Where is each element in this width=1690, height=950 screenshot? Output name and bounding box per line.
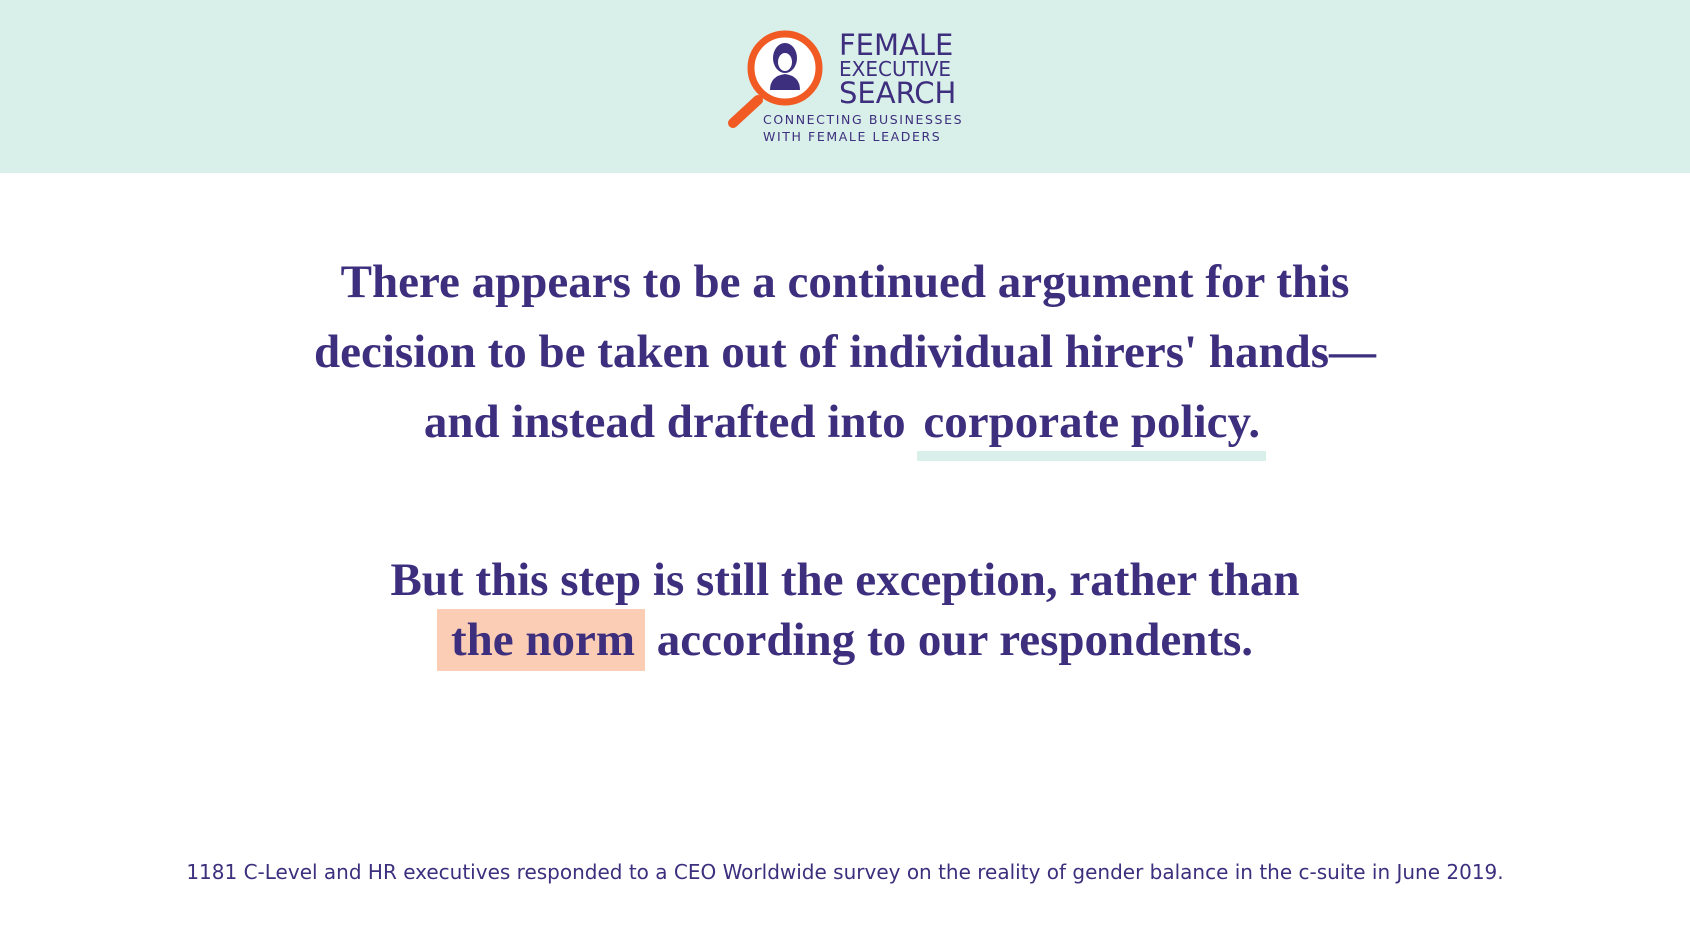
logo-handle: [728, 95, 763, 128]
quote-line: There appears to be a continued argument…: [340, 256, 1350, 308]
header: FEMALE EXECUTIVE SEARCH CONNECTING BUSIN…: [0, 0, 1690, 173]
logo-person-body: [770, 74, 800, 90]
quote-text: and instead drafted into: [423, 396, 906, 448]
highlighted-text: the norm: [436, 609, 646, 671]
quote-second: But this step is still the exception, ra…: [0, 545, 1690, 675]
quote-line: But this step is still the exception, ra…: [390, 554, 1300, 606]
quote-line: and instead drafted into corporate polic…: [0, 387, 1690, 461]
footnote: 1181 C-Level and HR executives responded…: [186, 860, 1504, 884]
logo-name: EXECUTIVE: [839, 57, 951, 81]
underlined-text: corporate policy.: [917, 393, 1267, 461]
quote-text: according to our respondents.: [656, 614, 1254, 666]
quote-line: the norm according to our respondents.: [0, 605, 1690, 675]
logo-tagline: CONNECTING BUSINESSES: [763, 112, 963, 127]
logo: FEMALE EXECUTIVE SEARCH CONNECTING BUSIN…: [728, 28, 963, 144]
logo-name: FEMALE: [839, 28, 953, 62]
logo-name: SEARCH: [839, 76, 956, 110]
quote-line: decision to be taken out of individual h…: [313, 326, 1377, 378]
logo-person-face: [778, 53, 792, 71]
logo-tagline: WITH FEMALE LEADERS: [763, 129, 941, 144]
quote-first: There appears to be a continued argument…: [0, 247, 1690, 461]
